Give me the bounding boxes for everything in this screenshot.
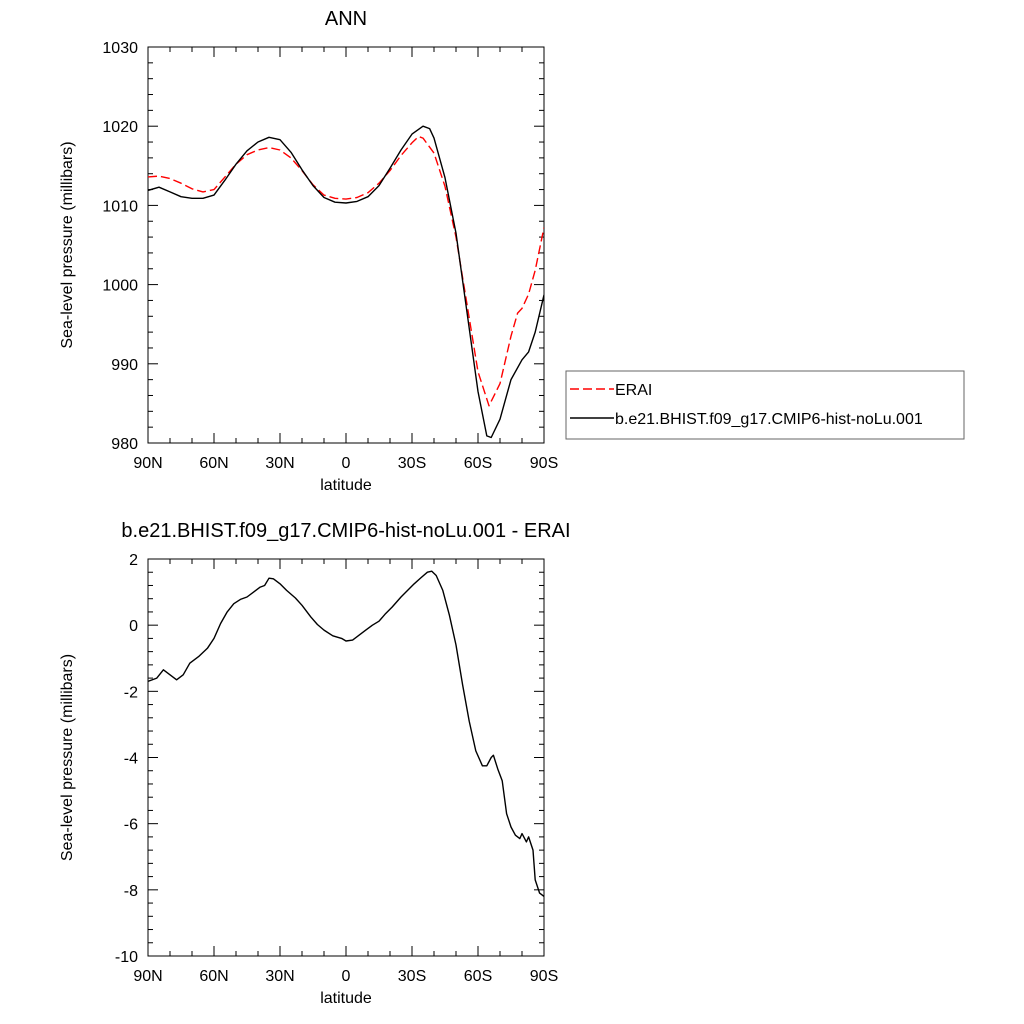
x-tick-label: 0 (342, 455, 351, 472)
plot-frame (147, 558, 545, 957)
legend-entry-label: b.e21.BHIST.f09_g17.CMIP6-hist-noLu.001 (615, 411, 923, 428)
x-tick-label: 60N (199, 968, 228, 985)
legend: ERAI b.e21.BHIST.f09_g17.CMIP6-hist-noLu.… (565, 370, 965, 440)
x-tick-label: 90N (133, 968, 162, 985)
x-tick-label: 0 (342, 968, 351, 985)
y-axis-label: Sea-level pressure (millibars) (59, 141, 76, 348)
y-tick-label: 1000 (102, 278, 138, 295)
x-tick-label: 60S (464, 968, 492, 985)
y-tick-label: -2 (124, 684, 138, 701)
y-tick-label: -4 (124, 751, 138, 768)
y-tick-label: 2 (129, 552, 138, 569)
difference-panel: 90N 60N 30N 0 30S 60S 90S -10 -8 -6 -4 -2 0 2 b.e21.BH… (59, 520, 571, 1007)
y-tick-label: -6 (124, 817, 138, 834)
y-tick-label: -8 (124, 883, 138, 900)
plot-frame (147, 46, 545, 444)
top-panel: 90N 60N 30N 0 30S 60S 90S 980 990 1000 1010 1020 103… (59, 8, 558, 494)
y-tick-label: 1020 (102, 119, 138, 136)
x-tick-label: 90N (133, 455, 162, 472)
x-tick-label: 30S (398, 455, 426, 472)
x-tick-label: 60N (199, 455, 228, 472)
x-tick-label: 90S (530, 968, 558, 985)
x-tick-label: 30N (265, 968, 294, 985)
y-axis-label: Sea-level pressure (millibars) (59, 654, 76, 861)
y-tick-label: 0 (129, 618, 138, 635)
series-line-erai (148, 135, 544, 407)
difference-line (148, 570, 544, 897)
x-axis-label: latitude (320, 990, 372, 1007)
chart-title: ANN (325, 8, 367, 30)
legend-box (565, 370, 965, 440)
legend-entry-label: ERAI (615, 382, 652, 399)
x-tick-label: 90S (530, 455, 558, 472)
x-axis-label: latitude (320, 477, 372, 494)
y-tick-label: 1030 (102, 40, 138, 57)
chart-title: b.e21.BHIST.f09_g17.CMIP6-hist-noLu.001 … (121, 520, 570, 542)
x-tick-label: 30N (265, 455, 294, 472)
y-tick-label: 1010 (102, 198, 138, 215)
x-tick-label: 60S (464, 455, 492, 472)
y-tick-label: -10 (115, 949, 138, 966)
y-tick-label: 980 (111, 436, 138, 453)
x-tick-label: 30S (398, 968, 426, 985)
y-tick-label: 990 (111, 357, 138, 374)
series-line-model (148, 125, 544, 439)
